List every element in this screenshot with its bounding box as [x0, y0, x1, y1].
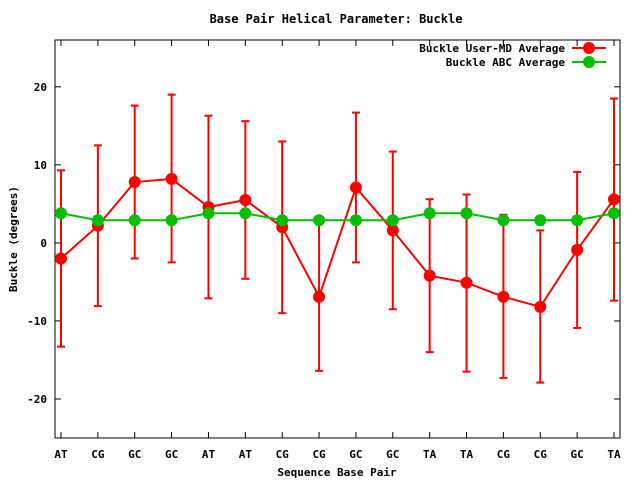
x-tick-label: GC	[165, 448, 178, 461]
data-point	[239, 207, 252, 220]
data-point	[313, 214, 326, 227]
y-tick-label: 0	[40, 237, 47, 250]
x-axis: AT CG GC GC AT AT CG CG GC GC TA TA CG CG GC TA	[54, 40, 621, 461]
series-1	[55, 93, 620, 384]
legend-label: Buckle User-MD Average	[419, 42, 565, 55]
data-point	[423, 207, 436, 220]
data-point	[128, 214, 141, 227]
data-point	[534, 300, 547, 313]
data-point	[386, 214, 399, 227]
x-tick-label: GC	[349, 448, 362, 461]
data-point	[460, 276, 473, 289]
data-point	[386, 224, 399, 237]
legend-label: Buckle ABC Average	[446, 56, 566, 69]
x-tick-label: GC	[386, 448, 399, 461]
series-2	[55, 207, 620, 227]
plot-frame	[54, 39, 621, 439]
data-point	[423, 269, 436, 282]
series-line	[60, 212, 615, 222]
data-point	[91, 214, 104, 227]
data-point	[571, 243, 584, 256]
chart-title: Base Pair Helical Parameter: Buckle	[210, 12, 463, 26]
legend-marker	[583, 42, 595, 54]
x-tick-label: CG	[312, 448, 326, 461]
data-point	[349, 214, 362, 227]
data-point	[239, 193, 252, 206]
x-tick-label: CG	[91, 448, 105, 461]
data-point	[460, 207, 473, 220]
x-tick-label: TA	[607, 448, 621, 461]
data-point	[608, 207, 620, 220]
y-tick-label: 10	[34, 159, 47, 172]
x-axis-label: Sequence Base Pair	[277, 466, 397, 479]
legend-marker	[583, 56, 595, 68]
data-point	[497, 214, 510, 227]
data-point	[497, 290, 510, 303]
x-tick-label: CG	[497, 448, 511, 461]
y-tick-label: -10	[27, 315, 47, 328]
data-point	[165, 214, 178, 227]
x-tick-label: AT	[202, 448, 216, 461]
x-tick-label: TA	[423, 448, 437, 461]
x-tick-label: GC	[571, 448, 584, 461]
data-point	[202, 207, 215, 220]
data-point	[571, 214, 584, 227]
data-point	[55, 252, 67, 265]
x-tick-label: TA	[460, 448, 474, 461]
y-axis: -20 -10 0 10 20	[27, 81, 620, 406]
data-point	[534, 214, 547, 227]
data-point	[349, 181, 362, 194]
data-point	[608, 193, 620, 206]
x-tick-label: AT	[54, 448, 68, 461]
y-axis-label: Buckle (degrees)	[7, 186, 20, 292]
data-point	[276, 214, 289, 227]
data-point	[55, 207, 67, 220]
series-layer	[55, 93, 620, 384]
data-point	[128, 176, 141, 189]
x-tick-label: CG	[534, 448, 548, 461]
x-tick-label: AT	[239, 448, 253, 461]
data-point	[165, 172, 178, 185]
y-tick-label: -20	[27, 393, 47, 406]
x-tick-label: GC	[128, 448, 141, 461]
y-tick-label: 20	[34, 81, 47, 94]
x-tick-label: CG	[276, 448, 290, 461]
data-point	[313, 290, 326, 303]
series-line	[60, 177, 615, 309]
